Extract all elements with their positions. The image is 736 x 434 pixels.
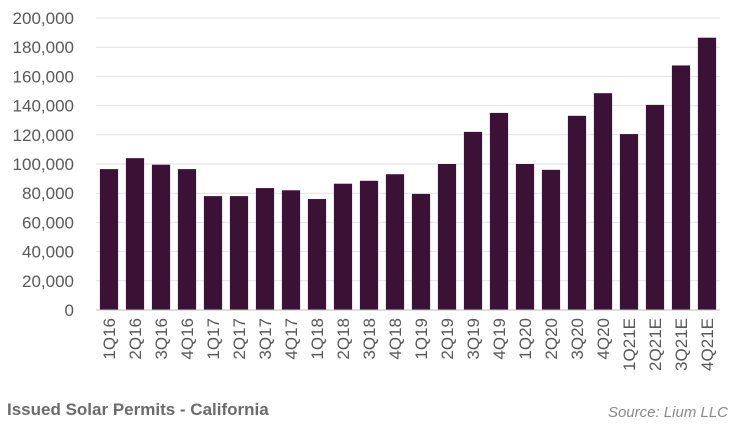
x-tick-label-2Q20: 2Q20 — [542, 318, 561, 360]
y-tick-label: 60,000 — [22, 213, 74, 232]
x-tick-label-2Q19: 2Q19 — [438, 318, 457, 360]
x-tick-label-1Q18: 1Q18 — [308, 318, 327, 360]
x-tick-label-4Q16: 4Q16 — [178, 318, 197, 360]
y-tick-label: 140,000 — [13, 97, 74, 116]
bar-3Q20 — [567, 115, 587, 310]
bar-4Q17 — [281, 190, 301, 310]
x-tick-label-3Q20: 3Q20 — [568, 318, 587, 360]
y-tick-label: 20,000 — [22, 272, 74, 291]
bar-2Q21E — [645, 104, 665, 311]
bars — [99, 37, 717, 311]
y-tick-label: 80,000 — [22, 184, 74, 203]
bar-2Q20 — [541, 169, 561, 310]
x-tick-label-3Q16: 3Q16 — [152, 318, 171, 360]
x-tick-label-4Q20: 4Q20 — [594, 318, 613, 360]
x-tick-label-4Q21E: 4Q21E — [698, 318, 717, 371]
x-tick-label-1Q21E: 1Q21E — [620, 318, 639, 371]
x-tick-label-3Q18: 3Q18 — [360, 318, 379, 360]
bar-2Q19 — [437, 164, 457, 310]
bar-1Q19 — [411, 193, 431, 310]
chart-title: Issued Solar Permits - California — [7, 400, 269, 419]
x-tick-label-4Q19: 4Q19 — [490, 318, 509, 360]
y-tick-label: 200,000 — [13, 9, 74, 28]
x-tick-label-2Q16: 2Q16 — [126, 318, 145, 360]
bar-1Q16 — [99, 169, 119, 310]
bar-1Q20 — [515, 164, 535, 310]
bar-chart: 0 20,000 40,000 60,000 80,000 100,000 120,000 1… — [13, 9, 720, 371]
chart-source: Source: Lium LLC — [607, 404, 728, 421]
y-tick-label: 160,000 — [13, 67, 74, 86]
x-tick-label-3Q19: 3Q19 — [464, 318, 483, 360]
x-tick-label-3Q21E: 3Q21E — [672, 318, 691, 371]
y-tick-label: 0 — [65, 301, 74, 320]
bar-3Q19 — [463, 131, 483, 310]
bar-2Q16 — [125, 158, 145, 310]
gridlines — [96, 17, 720, 282]
x-tick-label-1Q19: 1Q19 — [412, 318, 431, 360]
x-tick-label-4Q17: 4Q17 — [282, 318, 301, 360]
x-axis-ticks: 1Q16 2Q16 3Q16 4Q16 1Q17 2Q17 3Q17 4Q17 1Q18 2Q18… — [100, 318, 717, 371]
bar-1Q18 — [307, 199, 327, 310]
bar-4Q16 — [177, 169, 197, 310]
bar-3Q17 — [255, 188, 275, 310]
bar-2Q18 — [333, 183, 353, 310]
y-tick-label: 120,000 — [13, 126, 74, 145]
bar-3Q21E — [671, 65, 691, 310]
x-tick-label-1Q17: 1Q17 — [204, 318, 223, 360]
x-tick-label-1Q20: 1Q20 — [516, 318, 535, 360]
bar-1Q21E — [619, 134, 639, 310]
x-tick-label-4Q18: 4Q18 — [386, 318, 405, 360]
y-tick-label: 100,000 — [13, 155, 74, 174]
bar-4Q20 — [593, 93, 613, 310]
bar-2Q17 — [229, 196, 249, 310]
y-tick-label: 40,000 — [22, 243, 74, 262]
x-tick-label-3Q17: 3Q17 — [256, 318, 275, 360]
bar-3Q16 — [151, 164, 171, 310]
bar-3Q18 — [359, 180, 379, 310]
bar-1Q17 — [203, 196, 223, 310]
bar-4Q21E — [697, 37, 717, 311]
bar-4Q19 — [489, 112, 509, 311]
x-tick-label-2Q21E: 2Q21E — [646, 318, 665, 371]
y-tick-label: 180,000 — [13, 38, 74, 57]
bar-4Q18 — [385, 174, 405, 310]
x-tick-label-2Q18: 2Q18 — [334, 318, 353, 360]
x-tick-label-1Q16: 1Q16 — [100, 318, 119, 360]
x-tick-label-2Q17: 2Q17 — [230, 318, 249, 360]
y-axis-ticks: 0 20,000 40,000 60,000 80,000 100,000 120,000 1… — [13, 9, 74, 320]
